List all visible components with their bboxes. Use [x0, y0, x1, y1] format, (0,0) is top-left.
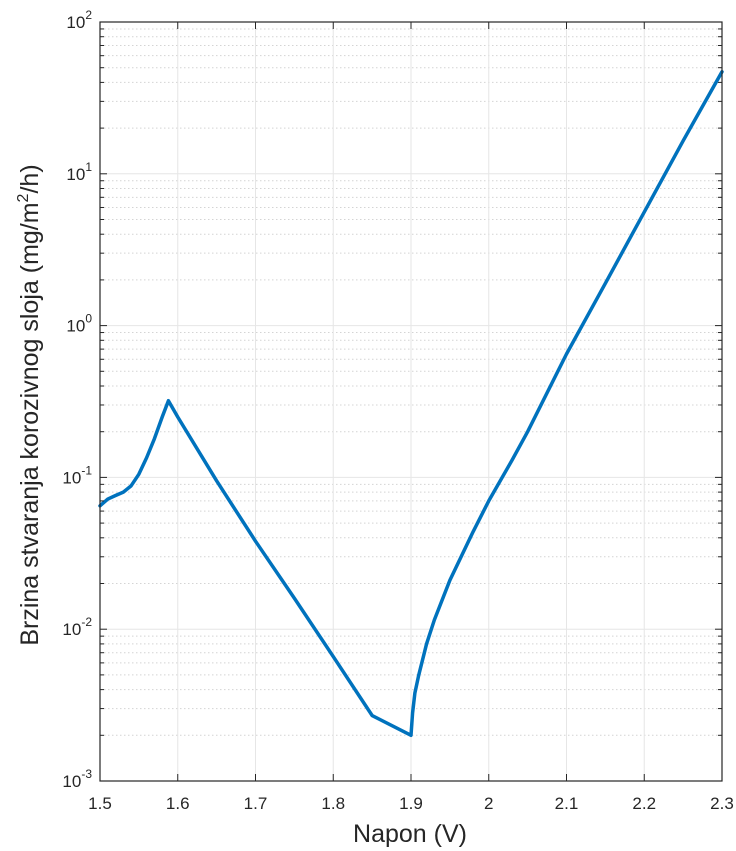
- y-tick-label-exponent: 0: [85, 312, 92, 326]
- x-tick-label: 1.7: [244, 794, 268, 813]
- y-axis-title-suffix: /h): [16, 164, 44, 193]
- x-tick-label: 2.3: [710, 794, 734, 813]
- y-tick-label-base: 10: [66, 13, 85, 32]
- y-tick-label: 10-1: [62, 463, 92, 487]
- y-axis-title: Brzina stvaranja korozivnog sloja (mg/m2…: [15, 164, 44, 645]
- series-layer: [98, 70, 724, 738]
- x-tick-label: 1.6: [166, 794, 190, 813]
- x-tick-label: 2.2: [632, 794, 656, 813]
- y-tick-label-base: 10: [66, 317, 85, 336]
- y-tick-label-exponent: -2: [81, 615, 92, 629]
- x-tick-label: 2: [484, 794, 493, 813]
- y-tick-label: 100: [66, 312, 92, 336]
- x-axis-title: Napon (V): [353, 820, 467, 848]
- y-tick-label-exponent: -3: [81, 767, 92, 781]
- y-tick-label: 101: [66, 160, 92, 184]
- y-tick-label-exponent: 1: [85, 160, 92, 174]
- y-tick-label: 10-3: [62, 767, 92, 791]
- y-tick-label: 102: [66, 8, 92, 32]
- y-tick-label: 10-2: [62, 615, 92, 639]
- x-tick-label: 1.8: [321, 794, 345, 813]
- tick-labels: 1.5 1.6 1.7 1.8 1.9 2 2.1 2.2 2.310-310-210-1100…: [62, 8, 733, 813]
- series-line: [98, 70, 724, 738]
- x-tick-label: 1.9: [399, 794, 423, 813]
- axes: [99, 21, 723, 782]
- y-tick-label-base: 10: [62, 620, 81, 639]
- y-axis-title-superscript: 2: [15, 193, 32, 202]
- x-tick-label: 1.5: [88, 794, 112, 813]
- y-tick-label-exponent: -1: [81, 463, 92, 477]
- y-tick-label-base: 10: [62, 468, 81, 487]
- y-axis-title-prefix: Brzina stvaranja korozivnog sloja (mg/m: [16, 202, 44, 645]
- y-tick-label-base: 10: [62, 772, 81, 791]
- y-tick-label-base: 10: [66, 165, 85, 184]
- y-tick-label-exponent: 2: [85, 8, 92, 22]
- x-tick-label: 2.1: [555, 794, 579, 813]
